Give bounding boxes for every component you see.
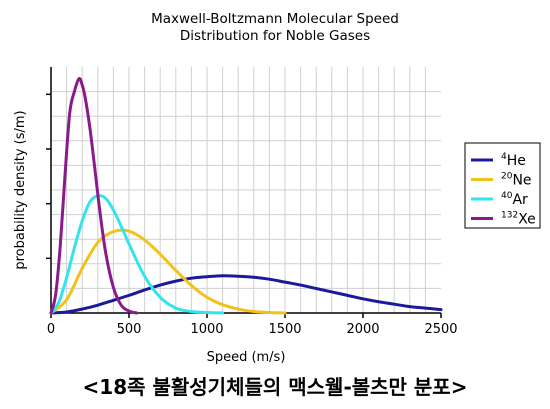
legend-label-mass-number: 4 [501, 152, 507, 162]
series-line-xe [49, 77, 139, 315]
legend-label-element: He [507, 153, 526, 169]
x-axis-label: Speed (m/s) [207, 350, 286, 365]
chart-title-line-2: Distribution for Noble Gases [179, 28, 371, 44]
series-line-he [49, 274, 443, 315]
legend-label-mass-number: 20 [501, 172, 513, 182]
series-line-ar [49, 194, 225, 315]
legend-label: 132Xe [501, 211, 536, 228]
caption: <18족 불활성기체들의 맥스웰-볼츠만 분포> [82, 375, 468, 399]
legend-label-mass-number: 40 [501, 191, 513, 201]
legend-label: 40Ar [501, 191, 528, 208]
legend-label-mass-number: 132 [501, 211, 518, 221]
legend-label: 20Ne [501, 172, 532, 189]
x-tick-label: 500 [117, 322, 142, 337]
legend-label-element: Ne [512, 173, 531, 189]
series-line-ne [49, 228, 287, 315]
legend-box [464, 142, 541, 229]
y-axis-label: probability density (s/m) [13, 110, 28, 269]
chart-title-line-1: Maxwell-Boltzmann Molecular Speed [151, 11, 399, 27]
x-tick-label: 1000 [190, 322, 223, 337]
x-tick-label: 1500 [268, 322, 301, 337]
legend-label-element: Ar [512, 192, 528, 208]
legend-label: 4He [501, 152, 526, 169]
legend-label-element: Xe [518, 212, 536, 228]
x-tick-label: 2500 [424, 322, 457, 337]
x-tick-label: 0 [47, 322, 55, 337]
x-tick-label: 2000 [346, 322, 379, 337]
chart-title: Maxwell-Boltzmann Molecular Speed Distri… [0, 11, 550, 45]
